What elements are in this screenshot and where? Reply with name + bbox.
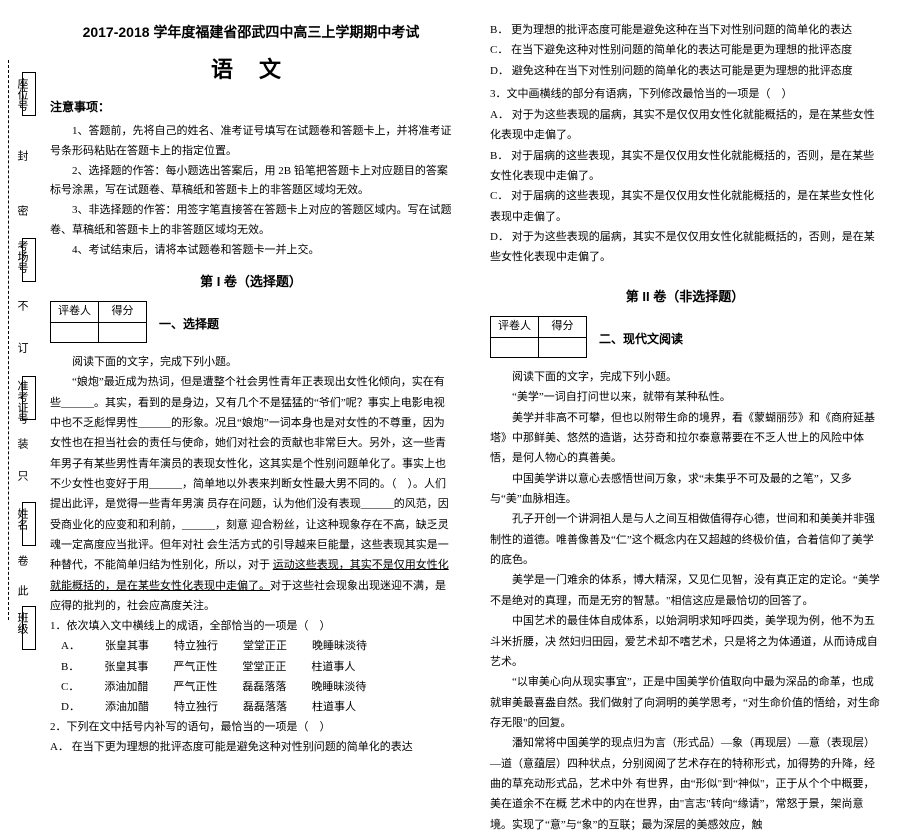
option-cell: A． [50,636,80,656]
option-line: C． 对于届病的这些表现，其实不是仅仅用女性化就能概括的，是在某些女性化表现中走… [490,186,880,227]
passage2-para: “美学”一词自打问世以来，就带有某种私性。 [490,387,880,407]
option-line: D． 对于为这些表现的届病，其实不是仅仅用女性化就能概括的，否则，是在某些女性化… [490,227,880,268]
passage2-para: “以审美心向从现实事宜”，正是中国美学价值取向中最为深品的命革，也成就审美最喜盎… [490,672,880,733]
q1-stem: 1．依次填入文中横线上的成语，全部恰当的一项是（ ） [50,617,452,637]
section1-title: 第 I 卷（选择题） [50,271,452,294]
option-cell: 添油加醋 [93,677,148,697]
passage2-para: 中国艺术的最佳体自成体系，以始洞明求知呼四类，美学现为例，他不为五斗米折腰，决 … [490,611,880,672]
option-cell: B． [50,657,79,677]
notice-list: 1、答题前，先将自己的姓名、准考证号填写在试题卷和答题卡上，并将准考证号条形码粘… [50,122,452,261]
gutter-box [22,606,36,650]
passage2-para: 美学是一门难余的体系，博大精深，又见仁见智，没有真正定的定论。“美学不是绝对的真… [490,570,880,611]
right-column: B． 更为理想的批评态度可能是避免这种在当下对性别问题的简单化的表达C． 在当下… [470,0,900,651]
notice-item: 4、考试结束后，请将本试题卷和答题卡一并上交。 [50,241,452,261]
stem-2: 阅读下面的文字，完成下列小题。 [490,368,880,388]
passage2-para: 美学并非高不可攀，但也以附带生命的境界，看《蒙蝴丽莎》和《商府延基塔》中那鲜美、… [490,408,880,469]
option-cell: 堂堂正正 [232,636,287,656]
gutter-label: 不 [14,300,30,311]
option-cell: D． [50,697,80,717]
option-cell: 磊磊落落 [231,677,286,697]
score-th-reviewer: 评卷人 [51,302,99,322]
passage-2: “美学”一词自打问世以来，就带有某种私性。美学并非高不可攀，但也以附带生命的境界… [490,387,880,835]
q3-options: A． 对于为这些表现的届病，其实不是仅仅用女性化就能概括的，是在某些女性化表现中… [490,105,880,268]
part1-heading: 一、选择题 [159,314,219,335]
passage2-para: 潘知常将中国美学的现点归为言（形式品）—象（再现层）—意（表现层）—道（意蕴层）… [490,733,880,835]
score-th-score: 得分 [99,302,147,322]
score-th-score2: 得分 [539,317,587,337]
option-cell: 添油加醋 [94,697,149,717]
gutter-dash-line [8,60,9,620]
gutter-box [22,72,36,116]
option-cell: 严气正性 [162,677,217,697]
section2-title: 第 II 卷（非选择题） [490,286,880,309]
option-cell: C． [50,677,79,697]
gutter-box [22,238,36,282]
gutter-label: 此 [14,585,30,596]
score-row-1: 评卷人 得分 一、选择题 [50,301,452,348]
q2-optA: A． 在当下更为理想的批评态度可能是避免这种对性别问题的简单化的表达 [50,737,452,757]
binding-gutter: 座位号封密考场号不订准考证号装只姓名卷此班级 [0,0,40,651]
option-line: B． 更为理想的批评态度可能是避免这种在当下对性别问题的简单化的表达 [490,20,880,40]
score-blank [539,337,587,357]
option-line: B． 对于届病的这些表现，其实不是仅仅用女性化就能概括的，否则，是在某些女性化表… [490,146,880,187]
score-blank [99,322,147,342]
option-cell: 柱道事人 [300,657,355,677]
gutter-label: 卷 [14,555,30,566]
left-column: 2017-2018 学年度福建省邵武四中高三上学期期中考试 语 文 注意事项： … [40,0,470,651]
option-row: A． 张皇其事特立独行堂堂正正晚睡昧淡待 [50,636,452,656]
option-row: D． 添油加醋特立独行磊磊落落柱道事人 [50,697,452,717]
gutter-label: 封 [14,150,30,161]
score-row-2: 评卷人 得分 二、现代文阅读 [490,316,880,363]
gutter-box [22,502,36,546]
score-th-reviewer2: 评卷人 [491,317,539,337]
option-row: B． 张皇其事严气正性堂堂正正柱道事人 [50,657,452,677]
gutter-box [22,376,36,420]
subject-title: 语 文 [50,51,452,90]
option-cell: 张皇其事 [93,657,148,677]
q3-stem: 3．文中画横线的部分有语病，下列修改最恰当的一项是（ ） [490,85,880,105]
score-table-1: 评卷人 得分 [50,301,147,342]
option-cell: 堂堂正正 [231,657,286,677]
passage-1: “娘炮”最近成为热词，但是遭整个社会男性青年正表现出女性化倾向，实在有些____… [50,372,452,616]
stem-1: 阅读下面的文字，完成下列小题。 [50,353,452,373]
notice-item: 1、答题前，先将自己的姓名、准考证号填写在试题卷和答题卡上，并将准考证号条形码粘… [50,122,452,162]
part2-heading: 二、现代文阅读 [599,329,683,350]
score-blank [491,337,539,357]
exam-page: 座位号封密考场号不订准考证号装只姓名卷此班级 2017-2018 学年度福建省邵… [0,0,920,651]
option-cell: 特立独行 [163,636,218,656]
notice-item: 3、非选择题的作答：用签字笔直接答在答题卡上对应的答题区域内。写在试题卷、草稿纸… [50,201,452,241]
gutter-label: 订 [14,342,30,353]
option-row: C． 添油加醋严气正性磊磊落落晚睡昧淡待 [50,677,452,697]
notice-heading: 注意事项： [50,97,452,118]
score-table-2: 评卷人 得分 [490,316,587,357]
option-line: D． 避免这种在当下对性别问题的简单化的表达可能是更为理想的批评态度 [490,61,880,81]
notice-item: 2、选择题的作答：每小题选出答案后，用 2B 铅笔把答题卡上对应题目的答案标号涂… [50,162,452,202]
gutter-label: 装 [14,438,30,449]
option-cell: 特立独行 [163,697,218,717]
passage2-para: 孔子开创一个讲洞祖人是与人之间互相做值得存心德，世间和和美美并非强制性的道德。唯… [490,509,880,570]
gutter-label: 只 [14,470,30,481]
option-line: A． 对于为这些表现的届病，其实不是仅仅用女性化就能概括的，是在某些女性化表现中… [490,105,880,146]
score-blank [51,322,99,342]
gutter-label: 密 [14,205,30,216]
option-cell: 柱道事人 [301,697,356,717]
exam-title: 2017-2018 学年度福建省邵武四中高三上学期期中考试 [50,20,452,45]
q2-options-cont: B． 更为理想的批评态度可能是避免这种在当下对性别问题的简单化的表达C． 在当下… [490,20,880,81]
passage2-para: 中国美学讲以意心去感悟世间万象，求“未集乎不可及最的之笔”，又多与“美”血脉相连… [490,469,880,510]
option-line: C． 在当下避免这种对性别问题的简单化的表达可能是更为理想的批评态度 [490,40,880,60]
q1-options: A．张皇其事特立独行堂堂正正晚睡昧淡待B．张皇其事严气正性堂堂正正柱道事人C．添… [50,636,452,717]
q2-stem: 2．下列在文中括号内补写的语句，最恰当的一项是（ ） [50,718,452,738]
option-cell: 晚睡昧淡待 [300,677,366,697]
passage1-p0: “娘炮”最近成为热词，但是遭整个社会男性青年正表现出女性化倾向，实在有些____… [50,376,449,571]
option-cell: 晚睡昧淡待 [301,636,367,656]
option-cell: 严气正性 [162,657,217,677]
option-cell: 磊磊落落 [232,697,287,717]
option-cell: 张皇其事 [94,636,149,656]
